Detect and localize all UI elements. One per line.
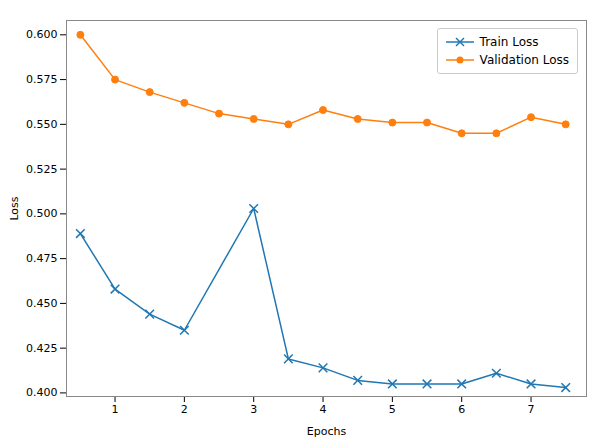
svg-text:3: 3 [250, 403, 257, 416]
svg-text:0.500: 0.500 [26, 207, 58, 220]
svg-text:0.425: 0.425 [26, 342, 58, 355]
svg-text:0.550: 0.550 [26, 118, 58, 131]
svg-text:0.450: 0.450 [26, 297, 58, 310]
svg-text:7: 7 [528, 403, 535, 416]
svg-text:0.600: 0.600 [26, 28, 58, 41]
svg-text:2: 2 [181, 403, 188, 416]
html-text:Validation Loss: Validation Loss [479, 53, 569, 67]
svg-text:0.400: 0.400 [26, 386, 58, 399]
svg-text:0.525: 0.525 [26, 163, 58, 176]
svg-text:0.575: 0.575 [26, 73, 58, 86]
svg-text:Loss: Loss [8, 196, 21, 220]
svg-text:1: 1 [112, 403, 119, 416]
svg-text:Epochs: Epochs [307, 425, 347, 438]
html-text:Train Loss: Train Loss [479, 35, 539, 49]
svg-text:0.475: 0.475 [26, 252, 58, 265]
svg-text:5: 5 [389, 403, 396, 416]
svg-text:6: 6 [458, 403, 465, 416]
svg-text:4: 4 [320, 403, 327, 416]
